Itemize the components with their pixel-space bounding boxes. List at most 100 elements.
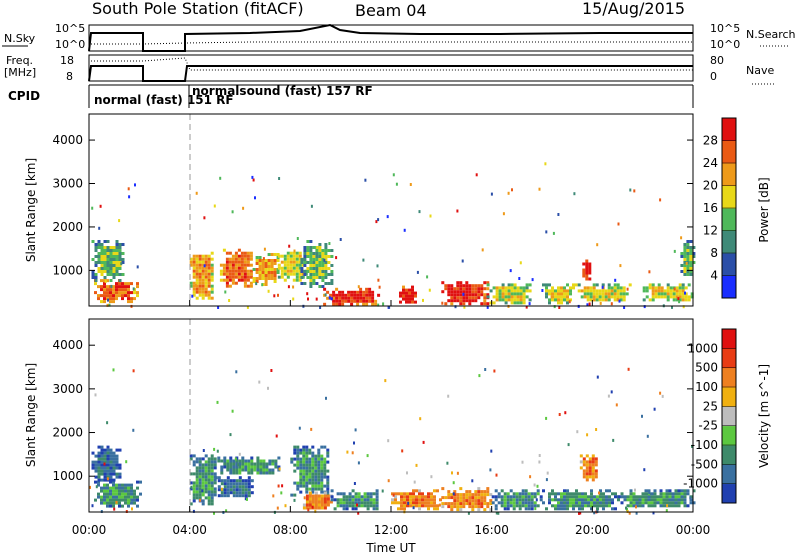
data-cell [276,271,280,274]
time-x-ticks: 00:00 04:00 08:00 12:00 16:00 20:00 00:00 [72,506,710,537]
data-cell [439,498,442,502]
data-cell [270,268,274,271]
data-cell [305,457,309,461]
data-cell [619,295,623,299]
data-cell [489,508,493,512]
data-cell [243,254,247,258]
data-cell [578,492,581,496]
data-cell [112,489,115,493]
data-cell [456,496,460,500]
data-cell [264,259,268,262]
data-cell [276,506,279,510]
data-cell [521,501,525,505]
data-cell [296,487,300,491]
data-cell [204,257,208,261]
data-cell [112,480,115,484]
data-cell [198,490,202,494]
data-cell [320,463,324,467]
data-cell [195,490,199,494]
data-cell [103,279,106,283]
data-cell [601,283,605,287]
data-cell [486,502,490,506]
data-cell [591,454,595,458]
data-cell [240,266,244,270]
data-cell [577,283,581,287]
data-cell [210,457,214,461]
data-cell [560,298,563,302]
data-cell [97,258,101,261]
data-cell [222,248,226,252]
data-cell [403,495,406,499]
data-cell [229,491,233,495]
data-cell [575,495,578,499]
data-cell [563,489,566,493]
data-cell [330,270,334,273]
data-cell [103,469,107,473]
data-cell [474,293,478,297]
data-cell [210,454,214,458]
data-cell [286,275,290,279]
data-cell [235,468,239,472]
data-cell [234,272,238,276]
data-cell [292,278,296,282]
data-cell [317,475,321,479]
data-cell [109,279,113,282]
data-cell [133,495,136,499]
data-cell [118,246,122,249]
data-cell [237,263,241,267]
data-cell [424,498,427,502]
data-cell [225,266,229,270]
data-cell [195,290,199,294]
data-cell [94,276,98,279]
data-cell [650,498,654,502]
data-cell [201,287,205,291]
data-cell [592,289,596,293]
data-cell [311,503,315,507]
data-cell [228,278,232,282]
data-cell [507,292,511,296]
data-cell [545,295,548,299]
data-cell [303,270,307,273]
data-cell [128,195,131,199]
data-cell [97,478,101,482]
data-cell [324,276,328,279]
data-cell [616,297,619,301]
data-cell [320,484,324,488]
data-cell [127,300,130,304]
data-cell [89,485,91,489]
data-cell [338,296,342,300]
data-cell [518,507,522,511]
data-cell [678,295,682,299]
data-cell [238,494,242,498]
data-cell [583,286,587,290]
data-cell [371,302,375,306]
cpid-segment-1: normalsound (fast) 157 RF [192,84,373,98]
data-cell [357,461,360,465]
data-cell [312,270,316,273]
data-cell [453,299,457,303]
data-cell [585,469,589,473]
data-cell [258,262,262,265]
data-cell [201,278,205,282]
data-cell [668,492,672,496]
data-cell [395,182,398,186]
data-cell [115,264,119,267]
data-cell [201,466,205,470]
data-cell [613,298,617,302]
data-cell [204,472,208,476]
data-cell [289,257,293,261]
data-cell [307,297,309,301]
data-cell [273,280,277,283]
data-cell [347,293,351,297]
data-cell [247,491,251,495]
data-cell [599,495,602,499]
data-cell [112,463,116,467]
data-cell [465,299,469,303]
data-cell [605,498,608,502]
data-cell [94,498,97,502]
data-cell [641,504,645,508]
data-cell [103,501,106,505]
data-cell [673,287,676,291]
data-cell [400,501,403,505]
data-cell [518,495,522,499]
